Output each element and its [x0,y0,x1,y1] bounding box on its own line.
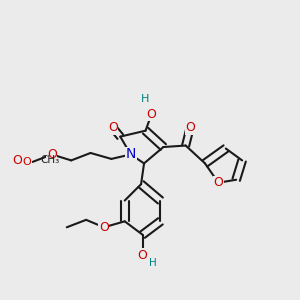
Text: O: O [108,121,118,134]
Text: O: O [22,157,31,167]
Text: O: O [12,154,22,167]
Text: O: O [99,221,109,234]
Text: O: O [185,121,195,134]
Text: H: H [148,259,156,269]
Text: O: O [146,108,156,121]
Text: O: O [47,148,57,161]
Text: N: N [125,148,136,161]
Text: O: O [138,249,148,262]
Text: H: H [141,94,150,104]
Text: O: O [213,176,223,189]
Text: CH₃: CH₃ [40,155,59,165]
